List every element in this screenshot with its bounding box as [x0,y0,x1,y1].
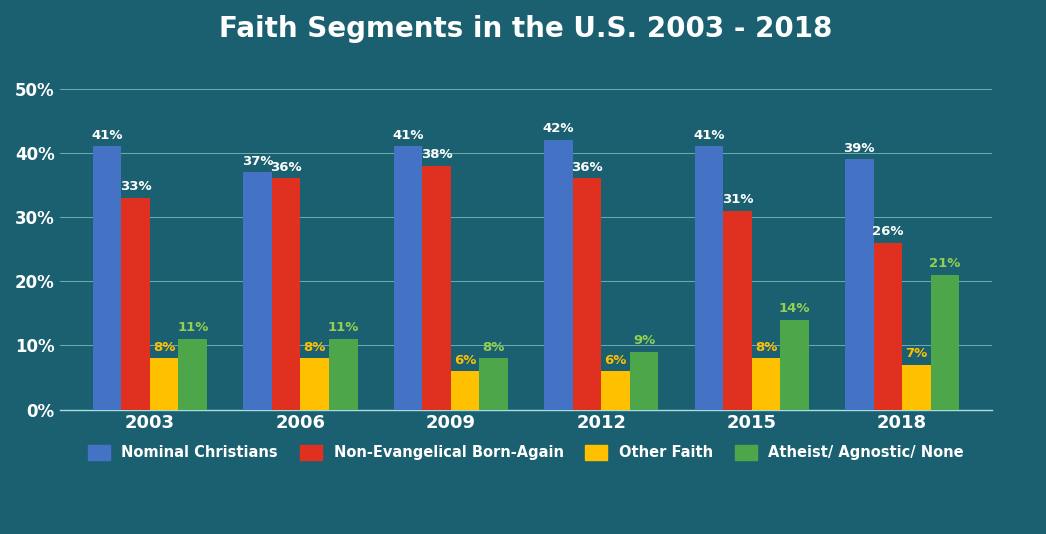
Bar [723,210,752,410]
Text: 41%: 41% [91,129,122,142]
Text: 36%: 36% [571,161,602,174]
Bar [873,242,902,410]
Legend: Nominal Christians, Non-Evangelical Born-Again, Other Faith, Atheist/ Agnostic/ : Nominal Christians, Non-Evangelical Born… [82,439,970,466]
Bar [328,339,358,410]
Bar [393,146,423,410]
Bar [121,198,150,410]
Bar [179,339,207,410]
Text: 14%: 14% [779,302,811,315]
Bar [902,365,931,410]
Bar [93,146,121,410]
Text: 11%: 11% [177,321,208,334]
Text: 8%: 8% [153,341,176,354]
Text: 37%: 37% [242,154,273,168]
Text: 7%: 7% [905,347,928,360]
Text: 8%: 8% [303,341,325,354]
Bar [272,178,300,410]
Bar [451,371,479,410]
Text: 21%: 21% [929,257,960,270]
Text: 41%: 41% [392,129,424,142]
Bar [544,140,572,410]
Bar [845,159,873,410]
Bar [300,358,328,410]
Bar [695,146,723,410]
Text: 9%: 9% [633,334,655,347]
Bar [630,352,658,410]
Bar [931,274,959,410]
Bar [780,320,809,410]
Text: 41%: 41% [693,129,725,142]
Text: 33%: 33% [120,180,152,193]
Text: 26%: 26% [872,225,904,238]
Bar [150,358,179,410]
Text: 8%: 8% [755,341,777,354]
Bar [243,172,272,410]
Text: 31%: 31% [722,193,753,206]
Bar [479,358,508,410]
Text: 6%: 6% [454,354,476,366]
Text: 6%: 6% [605,354,627,366]
Text: 39%: 39% [843,142,876,155]
Title: Faith Segments in the U.S. 2003 - 2018: Faith Segments in the U.S. 2003 - 2018 [220,15,833,43]
Bar [572,178,601,410]
Bar [423,166,451,410]
Text: 38%: 38% [420,148,452,161]
Text: 8%: 8% [482,341,505,354]
Text: 36%: 36% [270,161,302,174]
Text: 11%: 11% [327,321,359,334]
Bar [752,358,780,410]
Text: 42%: 42% [543,122,574,136]
Bar [601,371,630,410]
